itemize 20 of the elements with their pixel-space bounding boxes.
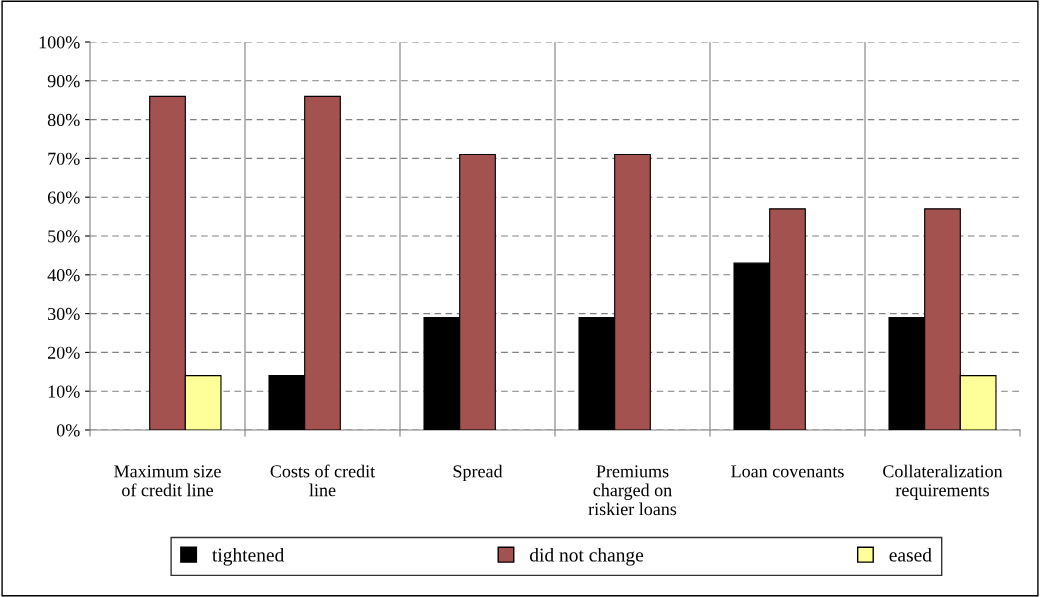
y-tick-label: 80% <box>47 113 80 127</box>
y-tick-label: 70% <box>48 152 80 165</box>
legend-label: tightened <box>212 547 285 566</box>
x-tick-label: Maximum size of credit line <box>114 465 221 497</box>
legend-label: did not change <box>530 547 644 566</box>
y-tick-label: 50% <box>48 230 80 243</box>
x-tick-label: Loan covenants <box>731 465 844 478</box>
y-tick-label: 30% <box>48 307 80 321</box>
x-tick-label: Collateralization requirements <box>883 464 1003 500</box>
legend-label: eased <box>889 547 932 562</box>
y-tick-label: 20% <box>47 346 80 359</box>
y-tick-label: 40% <box>47 269 80 282</box>
y-tick-label: 0% <box>56 424 80 437</box>
x-tick-label: Costs of credit line <box>270 464 376 497</box>
y-tick-label: 60% <box>47 191 80 204</box>
y-tick-label: 100% <box>39 36 80 49</box>
y-tick-label: 10% <box>48 385 80 398</box>
x-tick-label: Premiums charged on riskier loans <box>588 465 677 516</box>
y-tick-label: 90% <box>47 75 80 88</box>
x-tick-label: Spread <box>453 464 503 482</box>
